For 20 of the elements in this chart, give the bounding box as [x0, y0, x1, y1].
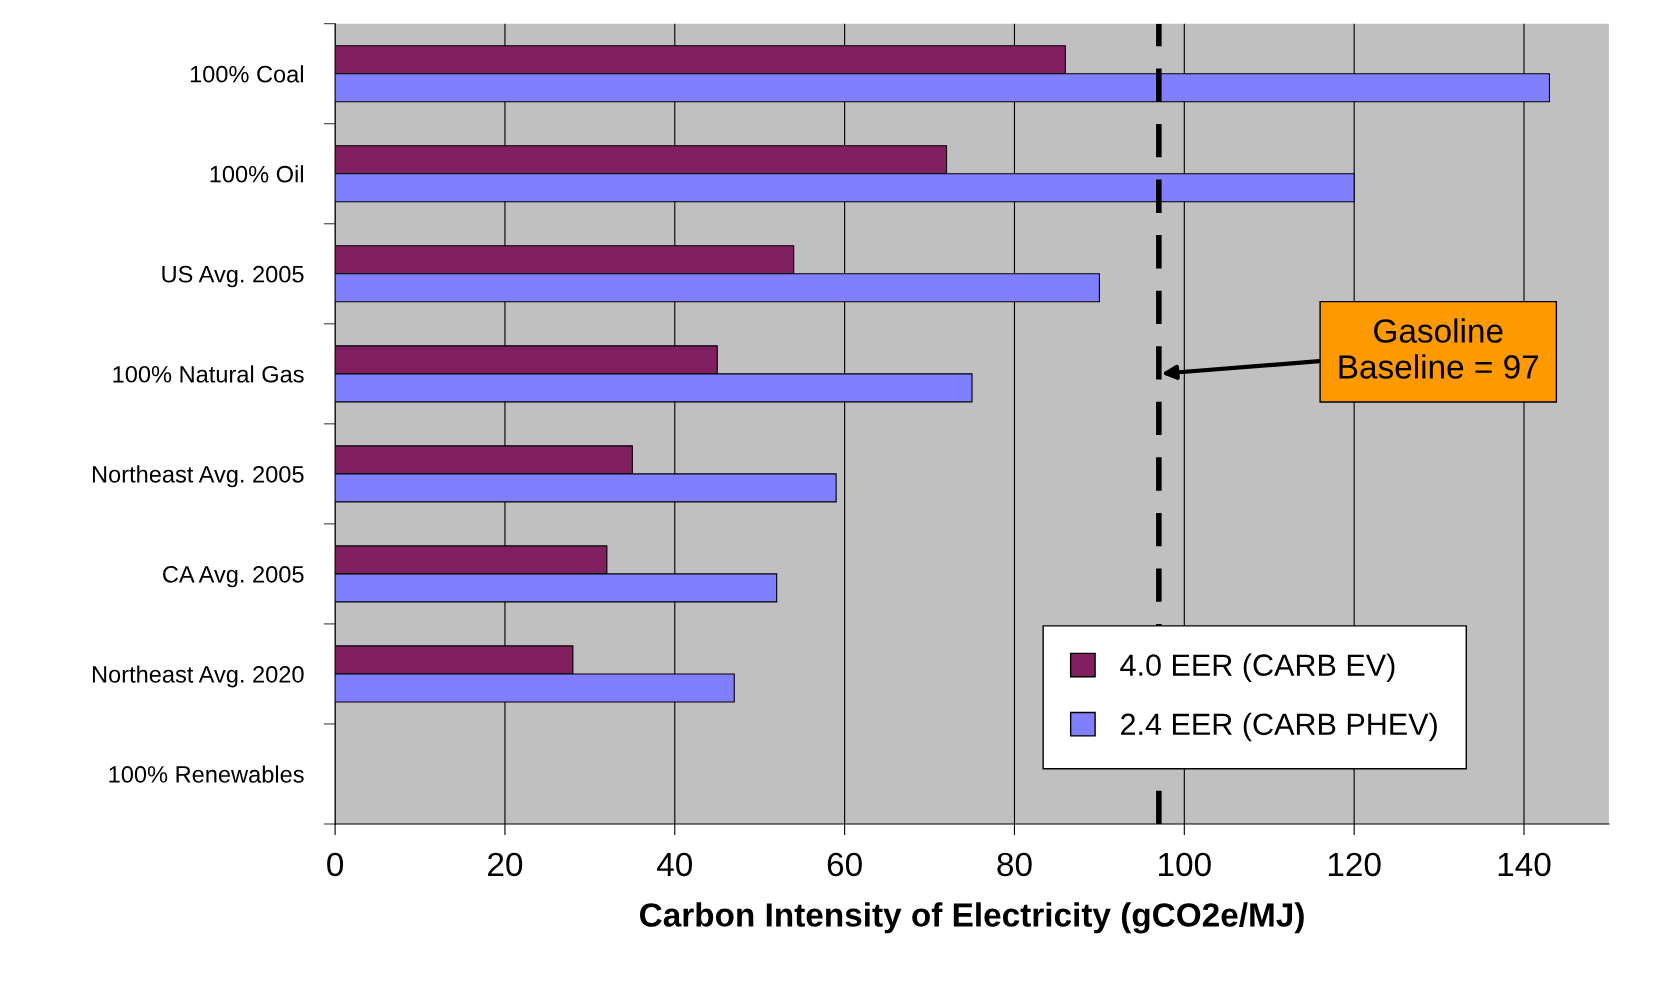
y-tick-label: US Avg. 2005 [162, 265, 304, 288]
y-tick-label: 100% Oil [210, 165, 303, 183]
y-tick-label: 100% Natural Gas [113, 365, 304, 383]
x-tick-label: 80 [997, 852, 1032, 877]
x-tick-label: 140 [1498, 852, 1551, 877]
x-axis-title: Carbon Intensity of Electricity (gCO2e/MJ) [640, 902, 1304, 934]
x-tick-label: 120 [1328, 852, 1381, 877]
x-tick-label: 100 [1159, 852, 1211, 877]
y-tick-label: CA Avg. 2005 [163, 565, 304, 588]
y-tick-label: 100% Renewables [109, 765, 304, 783]
x-tick-label: 20 [488, 852, 523, 877]
y-tick-label: 100% Coal [190, 65, 303, 83]
y-tick-label: Northeast Avg. 2020 [92, 665, 304, 688]
y-tick-label: Northeast Avg. 2005 [92, 465, 304, 488]
ref-line-label: Gasoline Baseline = 97 [1339, 318, 1539, 379]
x-tick-label: 40 [657, 852, 693, 877]
legend-label: 2.4 EER (CARB PHEV) [1121, 712, 1437, 742]
x-tick-label: 60 [827, 852, 862, 877]
legend-label: 4.0 EER (CARB EV) [1120, 653, 1395, 682]
x-tick-label: 0 [327, 852, 344, 877]
